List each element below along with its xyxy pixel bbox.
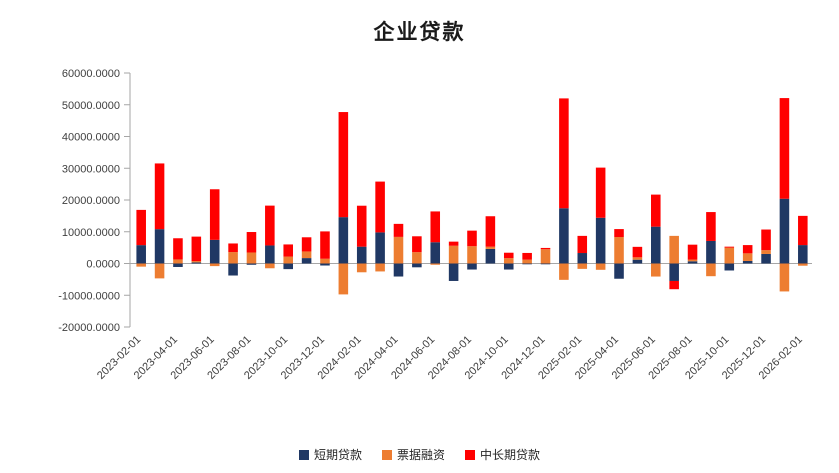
legend-item-medium-long-term-loans: 中长期贷款 — [465, 446, 540, 463]
legend-swatch-short-term-loans-icon — [298, 449, 309, 460]
svg-text:0.0000: 0.0000 — [86, 259, 120, 271]
svg-text:40000.0000: 40000.0000 — [62, 132, 120, 144]
legend-item-bill-financing: 票据融资 — [381, 446, 445, 463]
svg-text:-20000.0000: -20000.0000 — [58, 322, 120, 334]
legend-item-short-term-loans: 短期贷款 — [298, 446, 362, 463]
svg-text:30000.0000: 30000.0000 — [62, 163, 120, 175]
chart-legend: 短期贷款 票据融资 中长期贷款 — [0, 446, 839, 463]
legend-label-bill-financing: 票据融资 — [396, 448, 445, 462]
svg-text:20000.0000: 20000.0000 — [62, 195, 120, 207]
svg-text:60000.0000: 60000.0000 — [62, 68, 120, 80]
legend-swatch-medium-long-term-loans-icon — [465, 449, 475, 460]
chart-title: 企业贷款 — [373, 21, 466, 44]
svg-text:-10000.0000: -10000.0000 — [58, 290, 120, 302]
legend-swatch-bill-financing-icon — [381, 449, 392, 460]
svg-text:50000.0000: 50000.0000 — [62, 100, 120, 112]
legend-label-medium-long-term-loans: 中长期贷款 — [480, 448, 541, 462]
legend-label-short-term-loans: 短期贷款 — [313, 448, 362, 462]
svg-text:10000.0000: 10000.0000 — [62, 227, 120, 239]
